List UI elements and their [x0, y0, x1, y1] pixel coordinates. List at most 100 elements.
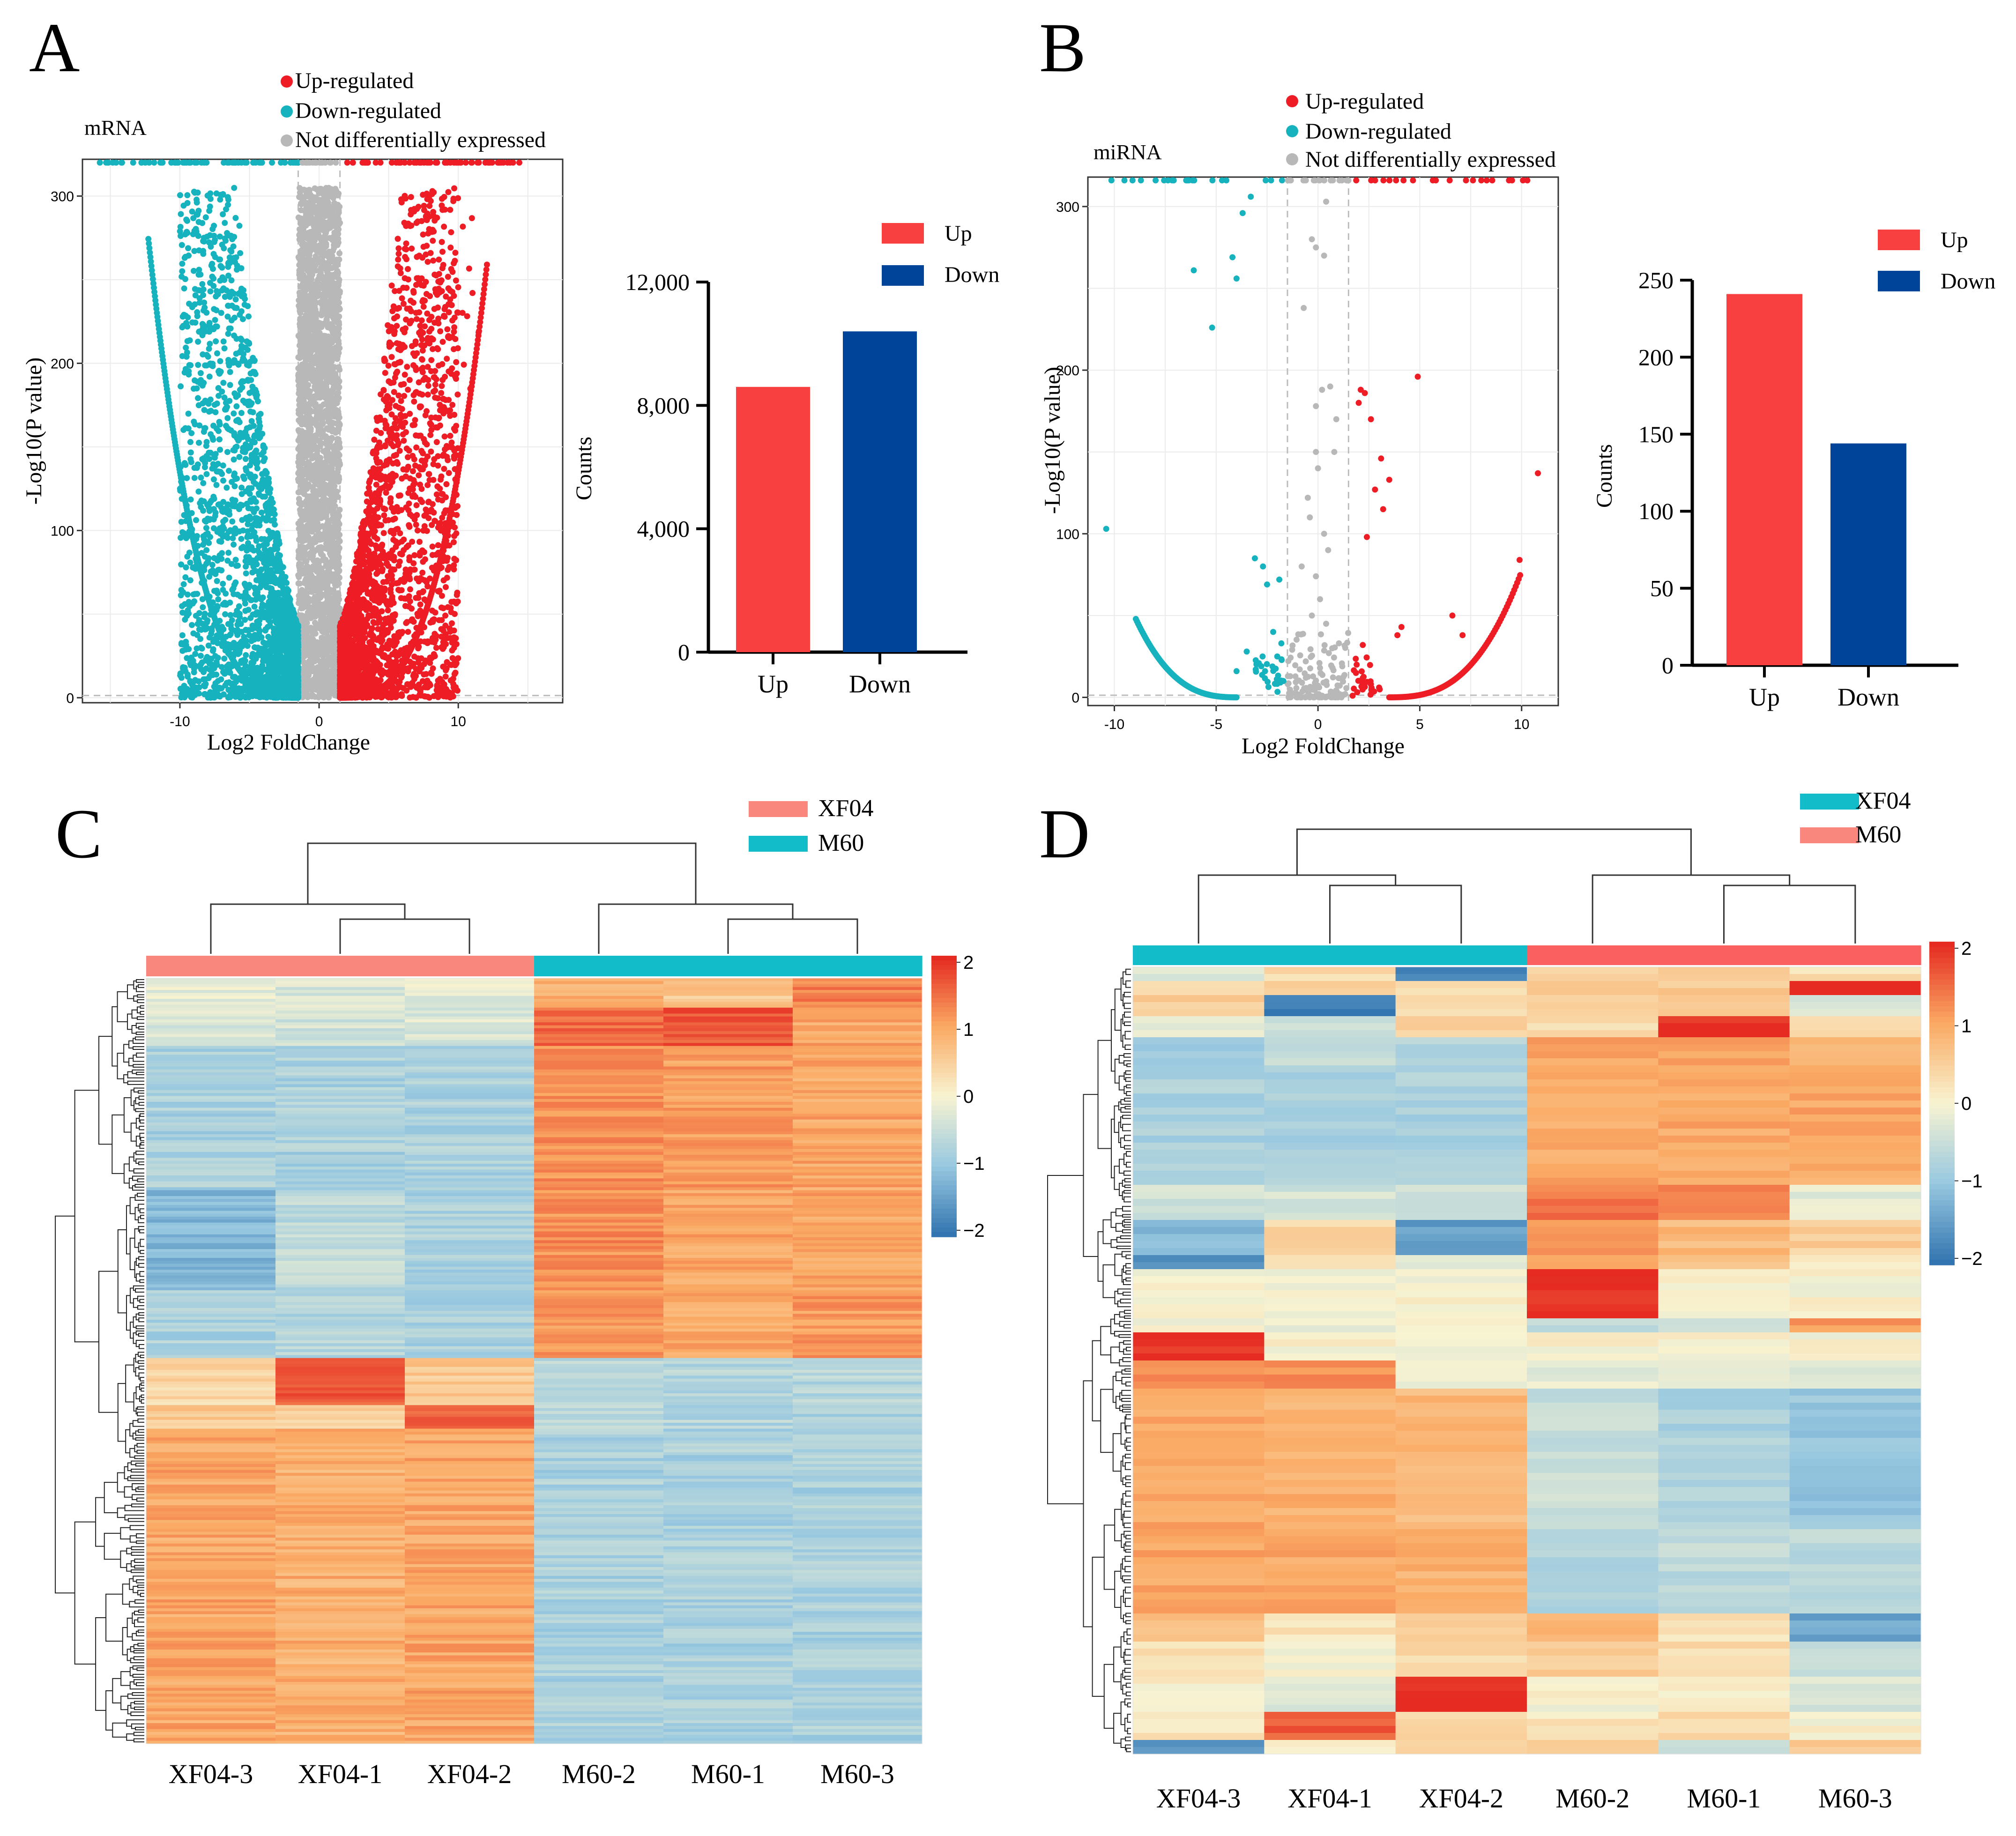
up-point [436, 278, 443, 284]
ns-point [295, 365, 302, 372]
up-point [424, 441, 430, 448]
up-point [372, 542, 379, 549]
up-point [436, 271, 442, 277]
ns-point [324, 305, 331, 311]
up-point [350, 659, 357, 665]
up-point [373, 496, 379, 503]
ns-point [325, 199, 332, 206]
panel-label-c: C [55, 795, 102, 873]
panel-label-d: D [1039, 795, 1090, 873]
ns-point [330, 324, 337, 331]
up-point [439, 339, 446, 345]
up-point [348, 630, 354, 636]
ns-point [295, 214, 302, 221]
up-point [427, 293, 433, 299]
up-point [409, 343, 415, 349]
up-point [342, 607, 349, 613]
up-point [416, 539, 423, 545]
ns-point [325, 283, 331, 290]
ns-point [335, 338, 342, 344]
up-point [441, 663, 447, 670]
up-point [369, 676, 376, 683]
ns-point [297, 434, 303, 441]
up-point [375, 589, 382, 596]
up-point [415, 275, 422, 282]
ns-point [319, 417, 325, 424]
up-point [374, 460, 381, 466]
ns-point [333, 344, 339, 351]
up-point [453, 376, 459, 382]
up-point [406, 574, 413, 581]
ns-point [330, 472, 337, 478]
ns-point [315, 530, 322, 537]
up-point [384, 561, 390, 567]
ns-point [331, 663, 337, 670]
up-point [412, 364, 419, 371]
up-point [388, 694, 395, 701]
panel-label-b: B [1039, 9, 1086, 87]
ns-point [336, 476, 342, 483]
ns-point [297, 315, 304, 322]
up-point [394, 236, 401, 242]
up-point [421, 207, 427, 214]
up-point [418, 448, 425, 454]
up-point [440, 395, 446, 402]
up-point [353, 558, 359, 565]
ns-point [314, 225, 321, 231]
ns-point [303, 383, 309, 389]
up-point [408, 194, 414, 201]
ns-point [320, 240, 327, 246]
ns-point [331, 401, 338, 408]
up-point [405, 464, 411, 471]
up-point [381, 512, 387, 519]
ns-point [318, 682, 325, 688]
ns-point [298, 400, 305, 406]
up-point [406, 603, 412, 610]
up-point [453, 359, 460, 365]
up-point [394, 323, 400, 329]
up-point [429, 552, 436, 558]
up-point [419, 589, 426, 595]
ns-point [309, 550, 315, 557]
ns-point [309, 246, 315, 253]
ns-point [325, 670, 332, 677]
up-point [440, 693, 447, 699]
up-point [398, 630, 405, 637]
up-point [424, 640, 431, 647]
up-point [359, 647, 366, 654]
up-point [450, 684, 457, 691]
up-point [371, 648, 378, 654]
ns-point [296, 303, 302, 309]
ns-point [323, 316, 330, 323]
up-point [411, 516, 418, 523]
up-point [430, 665, 436, 672]
up-point [398, 587, 405, 594]
up-point [395, 251, 402, 257]
ns-point [310, 523, 316, 530]
up-point [447, 244, 454, 251]
up-point [434, 345, 440, 351]
up-point [439, 248, 446, 255]
up-point [430, 257, 437, 264]
up-point [439, 202, 445, 209]
up-point [401, 547, 407, 553]
up-point [372, 563, 379, 569]
up-point [386, 638, 393, 644]
up-point [437, 401, 443, 408]
up-point [346, 590, 353, 596]
ns-point [298, 371, 305, 378]
ns-point [315, 507, 321, 513]
up-point [384, 662, 390, 669]
up-point [428, 326, 435, 332]
up-point [375, 626, 381, 632]
ns-point [304, 329, 310, 336]
up-point [422, 556, 428, 563]
up-point [411, 398, 417, 405]
up-point [380, 396, 387, 403]
ns-point [307, 199, 313, 206]
ns-point [308, 518, 315, 524]
up-point [442, 633, 448, 639]
ns-point [329, 602, 335, 608]
up-point [386, 426, 393, 433]
up-point [441, 433, 448, 440]
